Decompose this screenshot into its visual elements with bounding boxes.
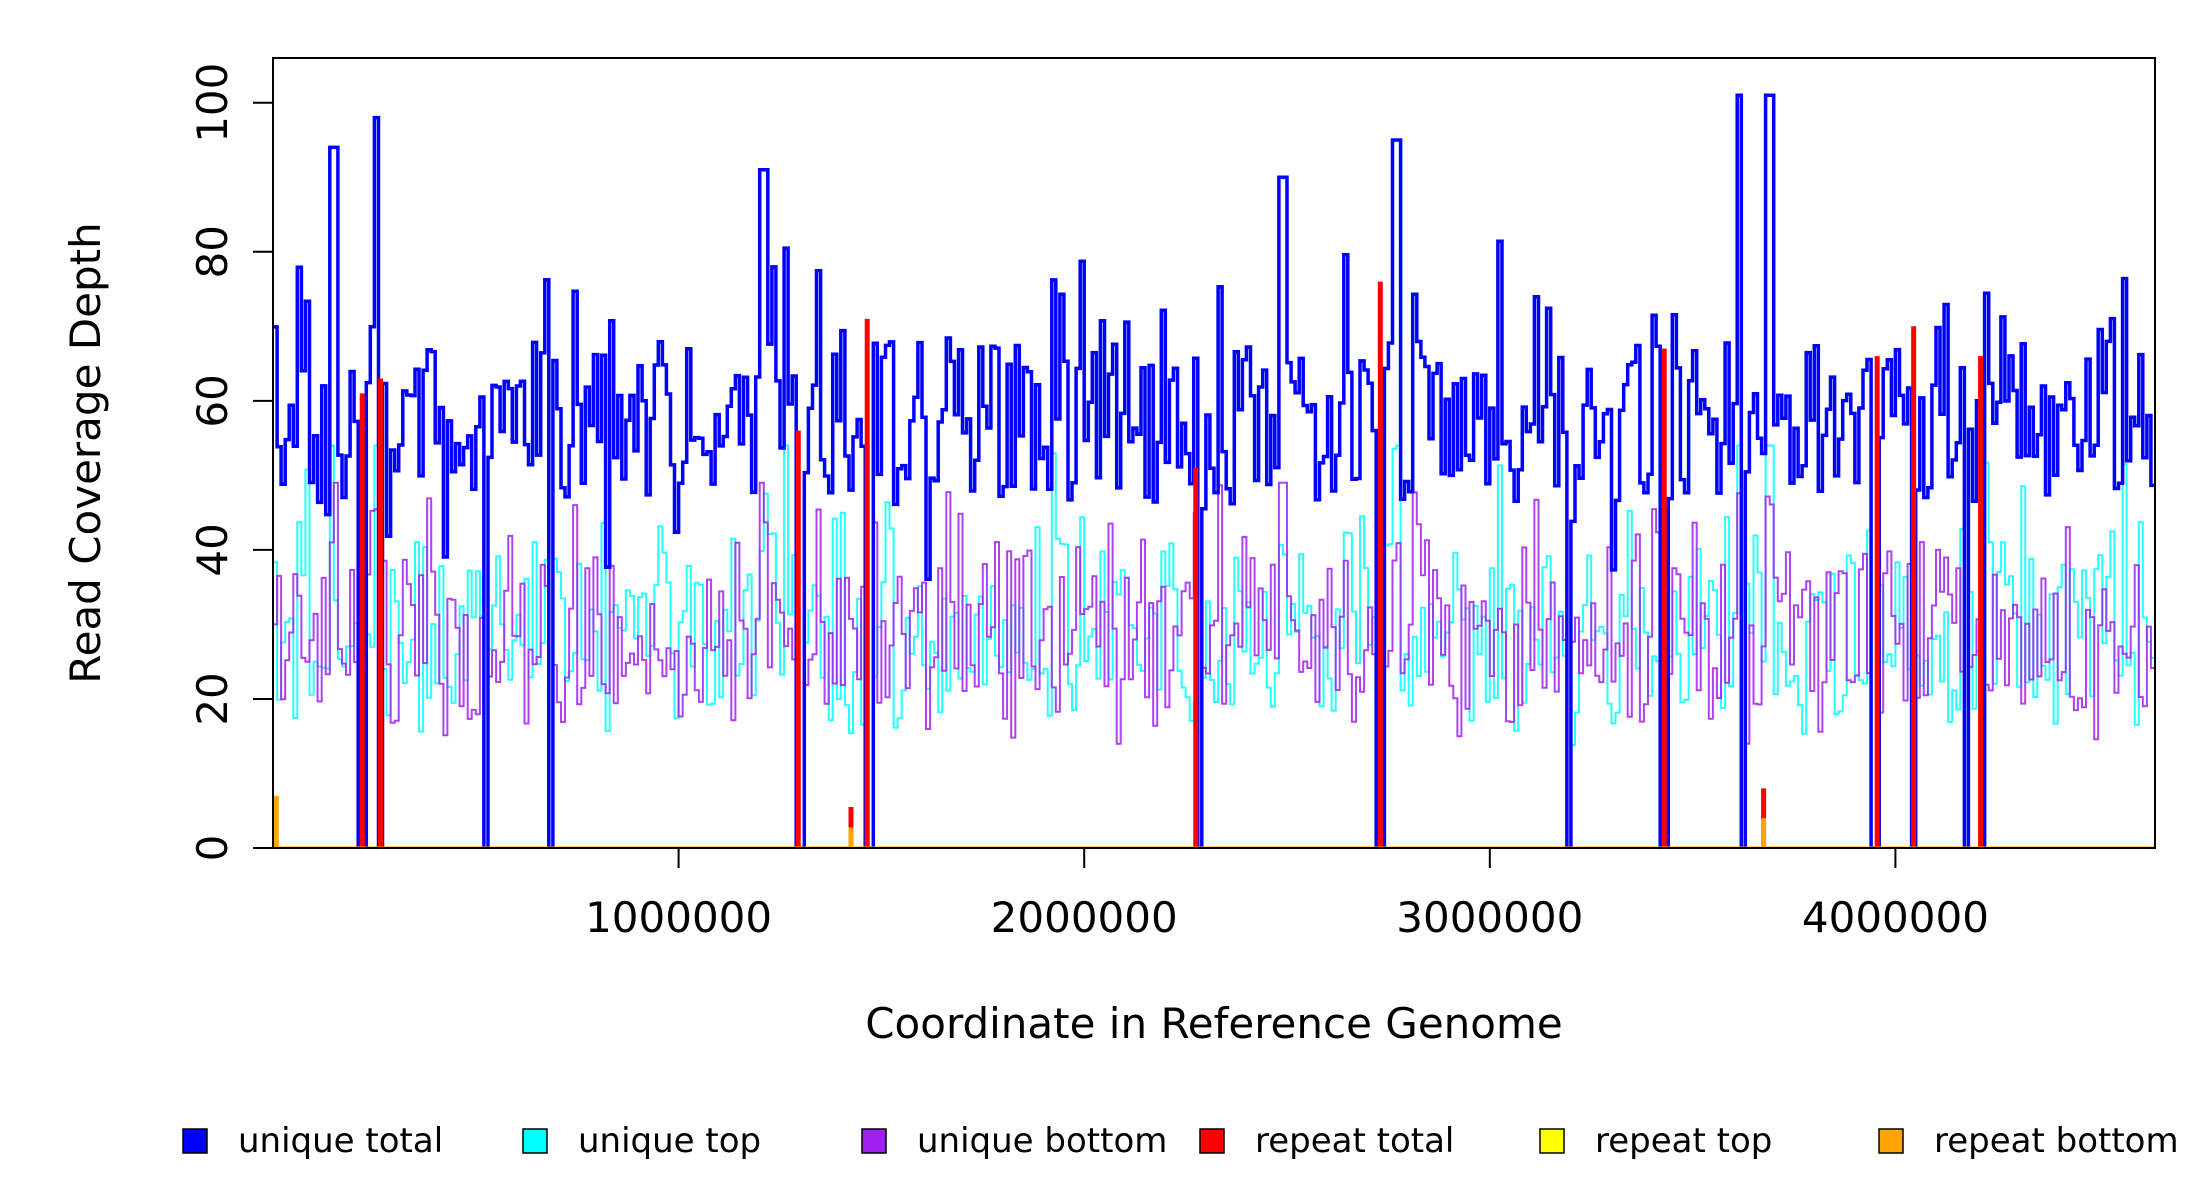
legend-item: repeat total xyxy=(1199,1121,1454,1161)
y-tick-label: 20 xyxy=(188,672,237,725)
legend-label: unique top xyxy=(578,1121,761,1161)
x-axis-label: Coordinate in Reference Genome xyxy=(865,999,1563,1048)
legend-label: unique total xyxy=(238,1121,443,1161)
x-tick-label: 1000000 xyxy=(585,893,772,942)
legend-swatch xyxy=(861,1128,887,1154)
x-tick-label: 4000000 xyxy=(1802,893,1989,942)
y-tick-label: 0 xyxy=(188,835,237,862)
y-axis: 0 20 40 60 80 100 xyxy=(188,63,273,862)
legend-item: repeat bottom xyxy=(1878,1121,2179,1161)
legend-swatch xyxy=(522,1128,548,1154)
y-tick-label: 60 xyxy=(188,374,237,427)
legend-label: repeat total xyxy=(1255,1121,1454,1161)
legend-label: unique bottom xyxy=(917,1121,1167,1161)
series-layer xyxy=(273,93,2155,848)
legend-swatch xyxy=(1199,1128,1225,1154)
y-tick-label: 100 xyxy=(188,63,237,143)
y-axis-label: Read Coverage Depth xyxy=(61,222,110,683)
legend: unique total unique top unique bottom repea… xyxy=(182,1121,2179,1161)
y-tick-label: 40 xyxy=(188,523,237,576)
legend-item: unique total xyxy=(182,1121,443,1161)
legend-swatch xyxy=(1878,1128,1904,1154)
legend-item: unique top xyxy=(522,1121,761,1161)
series-line-unique-total xyxy=(273,93,2155,848)
plot-frame xyxy=(272,57,2156,849)
series-group xyxy=(273,93,2155,848)
x-axis: 1000000 2000000 3000000 4000000 xyxy=(585,848,1989,942)
series-line-unique-bottom xyxy=(273,481,2155,848)
legend-label: repeat top xyxy=(1595,1121,1772,1161)
legend-item: unique bottom xyxy=(861,1121,1167,1161)
x-tick-label: 2000000 xyxy=(991,893,1178,942)
legend-swatch xyxy=(182,1128,208,1154)
legend-label: repeat bottom xyxy=(1934,1121,2179,1161)
y-tick-label: 80 xyxy=(188,225,237,278)
legend-swatch xyxy=(1539,1128,1565,1154)
x-tick-label: 3000000 xyxy=(1396,893,1583,942)
legend-item: repeat top xyxy=(1539,1121,1772,1161)
series-line-unique-top xyxy=(273,444,2155,848)
